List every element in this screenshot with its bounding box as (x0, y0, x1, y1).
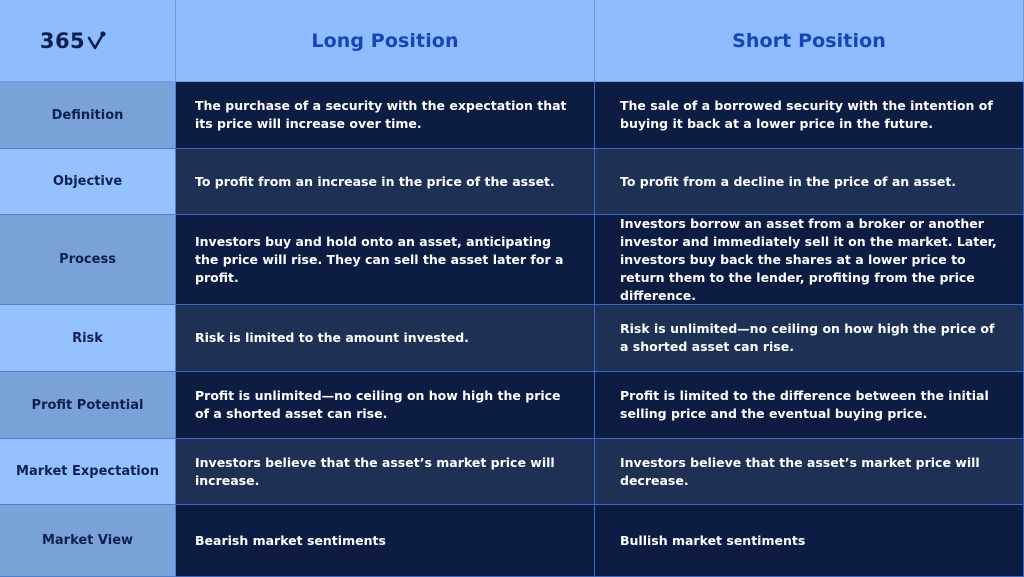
check-mark-icon (87, 30, 106, 49)
cell-risk-long: Risk is limited to the amount invested. (176, 305, 595, 372)
cell-definition-short: The sale of a borrowed security with the… (595, 82, 1024, 149)
logo-cell: 365 (0, 0, 176, 82)
row-label-market-expectation: Market Expectation (0, 439, 176, 505)
logo-text: 365 (39, 28, 86, 53)
column-title-long: Long Position (311, 29, 459, 52)
cell-market-expectation-long: Investors believe that the asset’s marke… (176, 439, 595, 505)
cell-market-view-short: Bullish market sentiments (595, 505, 1024, 577)
row-label-market-view: Market View (0, 505, 176, 577)
cell-market-expectation-short: Investors believe that the asset’s marke… (595, 439, 1024, 505)
row-label-definition: Definition (0, 82, 176, 149)
cell-risk-short: Risk is unlimited—no ceiling on how high… (595, 305, 1024, 372)
cell-profit-potential-long: Profit is unlimited—no ceiling on how hi… (176, 372, 595, 439)
column-header-long: Long Position (176, 0, 595, 82)
column-title-short: Short Position (732, 29, 886, 52)
cell-profit-potential-short: Profit is limited to the difference betw… (595, 372, 1024, 439)
cell-market-view-long: Bearish market sentiments (176, 505, 595, 577)
cell-objective-long: To profit from an increase in the price … (176, 149, 595, 215)
column-header-short: Short Position (595, 0, 1024, 82)
cell-process-short: Investors borrow an asset from a broker … (595, 215, 1024, 305)
cell-process-long: Investors buy and hold onto an asset, an… (176, 215, 595, 305)
row-label-objective: Objective (0, 149, 176, 215)
row-label-profit-potential: Profit Potential (0, 372, 176, 439)
brand-logo: 365 (40, 29, 107, 53)
cell-definition-long: The purchase of a security with the expe… (176, 82, 595, 149)
row-label-process: Process (0, 215, 176, 305)
cell-objective-short: To profit from a decline in the price of… (595, 149, 1024, 215)
row-label-risk: Risk (0, 305, 176, 372)
